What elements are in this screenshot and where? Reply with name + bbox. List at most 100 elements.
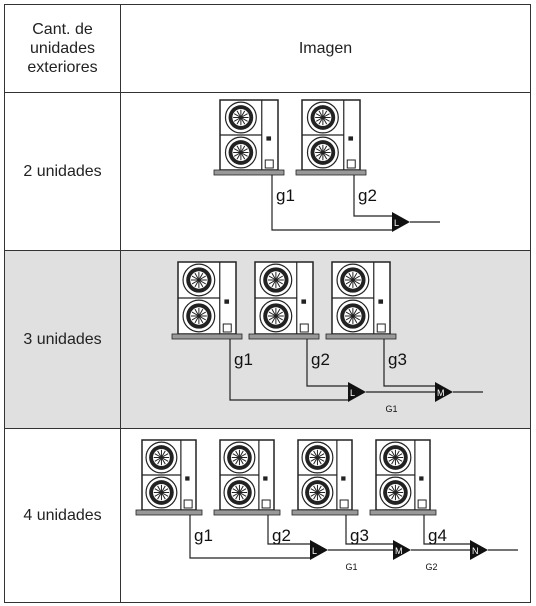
joint (470, 540, 488, 560)
unit-box (417, 499, 427, 509)
joint (393, 540, 411, 560)
fan-blade (235, 492, 240, 500)
fan-blade (240, 148, 248, 153)
fan-blade (322, 152, 328, 160)
fan-blade (310, 492, 318, 497)
unit-base (291, 509, 359, 516)
fan-blade (233, 152, 242, 157)
fan-blade (232, 453, 240, 458)
fan-blade (239, 450, 244, 458)
fan-blade (161, 492, 166, 500)
fan-blade (322, 113, 330, 118)
fan-blade (395, 457, 400, 465)
pipe (345, 515, 393, 545)
fan-blade (317, 485, 322, 493)
unit-handle (224, 299, 230, 304)
fan-blade (232, 492, 240, 497)
pipe-label: g2 (311, 350, 330, 369)
fan-blade (395, 488, 403, 493)
unit-box (264, 159, 274, 169)
fan-blade (388, 457, 396, 462)
pipe (306, 339, 348, 387)
fan-blade (268, 275, 277, 281)
fan-blade (236, 117, 242, 125)
fan-blade (310, 457, 318, 462)
fan-blade (317, 488, 325, 493)
fan-blade (271, 315, 277, 324)
joint-label: L (394, 218, 399, 228)
fan-blade (322, 117, 330, 122)
fan-blade (348, 279, 354, 288)
fan-blade (391, 485, 396, 493)
fan-blade (275, 315, 283, 321)
fan-blade (161, 488, 169, 493)
unit-handle (185, 476, 190, 481)
unit-base (213, 169, 285, 176)
fan-blade (233, 113, 242, 118)
fan-blade (161, 492, 169, 497)
fan-blade (239, 453, 247, 458)
pipe (267, 515, 310, 545)
fan-blade (235, 457, 240, 465)
fan-blade (395, 485, 400, 493)
unit-handle (378, 299, 384, 304)
fan-blade (388, 488, 396, 493)
fan-blade (240, 152, 248, 157)
fan-blade (198, 308, 204, 317)
joint (435, 382, 453, 402)
fan-blade (194, 272, 200, 281)
unit-handle (263, 476, 268, 481)
unit-base (369, 509, 437, 516)
fan-blade (322, 110, 328, 118)
pipe-label: g2 (272, 526, 291, 545)
fan-blade (191, 275, 200, 281)
unit-handle (301, 299, 307, 304)
fan-blade (161, 457, 169, 462)
pipe-label: g1 (234, 350, 253, 369)
pipe (353, 175, 392, 217)
fan-blade (275, 279, 281, 288)
fan-blade (391, 450, 396, 458)
fan-blade (198, 315, 204, 324)
pipe (423, 515, 470, 545)
fan-blade (233, 148, 242, 153)
unit-box (222, 323, 232, 333)
unit-handle (266, 136, 272, 141)
fan-blade (154, 453, 162, 458)
fan-blade (154, 492, 162, 497)
joint-label: N (472, 546, 479, 556)
fan-blade (322, 117, 328, 125)
fan-blade (313, 485, 318, 493)
fan-blade (236, 152, 242, 160)
fan-blade (345, 279, 354, 285)
unit-base (213, 509, 281, 516)
unit-box (183, 499, 193, 509)
joint (392, 212, 410, 232)
fan-blade (232, 488, 240, 493)
unit-box (346, 159, 356, 169)
joint-label: M (395, 546, 403, 556)
fan-blade (345, 311, 354, 317)
fan-blade (268, 279, 277, 285)
fan-blade (161, 453, 169, 458)
fan-blade (235, 485, 240, 493)
fan-blade (395, 492, 400, 500)
pipe (229, 339, 348, 401)
joint (348, 382, 366, 402)
fan-blade (395, 450, 400, 458)
fan-blade (345, 315, 354, 321)
fan-blade (194, 279, 200, 288)
fan-blade (352, 275, 360, 281)
fan-blade (317, 450, 322, 458)
fan-blade (313, 492, 318, 500)
fan-blade (310, 453, 318, 458)
fan-blade (391, 457, 396, 465)
fan-blade (157, 492, 162, 500)
fan-blade (322, 152, 330, 157)
fan-blade (235, 450, 240, 458)
image-cell (120, 428, 531, 603)
pipe-label: g3 (388, 350, 407, 369)
unit-box (261, 499, 271, 509)
